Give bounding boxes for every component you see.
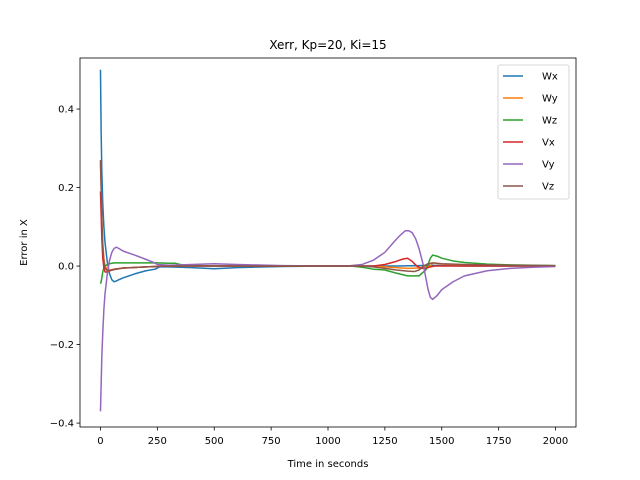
- legend-label-wz: Wz: [542, 116, 557, 127]
- x-tick-label: 2000: [543, 436, 568, 447]
- chart-title: Xerr, Kp=20, Ki=15: [269, 38, 386, 52]
- legend-label-vz: Vz: [542, 182, 554, 193]
- legend-box: [497, 64, 570, 200]
- series-line-wx: [99, 69, 556, 283]
- y-tick-label: 0.2: [58, 183, 74, 194]
- x-tick-label: 1500: [429, 436, 454, 447]
- legend-label-vy: Vy: [542, 160, 555, 171]
- series-layer: [99, 69, 556, 412]
- x-tick-label: 0: [97, 436, 103, 447]
- series-line-vz: [99, 160, 556, 273]
- x-tick-label: 1000: [315, 436, 340, 447]
- y-tick-label: 0.0: [58, 262, 74, 273]
- x-tick-label: 250: [148, 436, 167, 447]
- y-tick-label: −0.2: [50, 340, 74, 351]
- x-axis-label: Time in seconds: [287, 459, 369, 470]
- x-tick-label: 1750: [486, 436, 511, 447]
- legend-label-vx: Vx: [542, 138, 555, 149]
- legend: Wx Wy Wz Vx Vy Vz: [497, 64, 570, 200]
- x-tick-label: 500: [205, 436, 224, 447]
- x-tick-label: 750: [262, 436, 281, 447]
- y-axis: −0.4 −0.2 0.0 0.2 0.4: [50, 105, 80, 430]
- legend-label-wy: Wy: [542, 94, 558, 105]
- legend-label-wx: Wx: [542, 72, 558, 83]
- y-axis-label: Error in X: [19, 219, 30, 266]
- y-tick-label: 0.4: [58, 105, 74, 116]
- x-axis: 0 250 500 750 1000 1250 1500 1750 2000: [97, 427, 568, 447]
- x-tick-label: 1250: [372, 436, 397, 447]
- y-tick-label: −0.4: [50, 419, 74, 430]
